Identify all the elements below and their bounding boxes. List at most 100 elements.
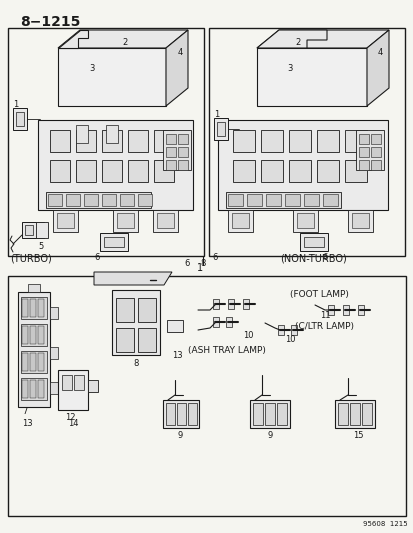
Bar: [21, 324, 47, 346]
Bar: [116, 298, 134, 322]
Bar: [166, 134, 176, 144]
Bar: [177, 403, 185, 425]
Bar: [256, 48, 366, 106]
Bar: [84, 194, 98, 206]
Text: 1: 1: [197, 263, 202, 273]
Text: 8: 8: [200, 259, 205, 268]
Text: (TURBO): (TURBO): [10, 253, 52, 263]
Text: 6: 6: [212, 253, 217, 262]
Polygon shape: [256, 30, 388, 48]
Bar: [22, 222, 44, 238]
Bar: [13, 108, 27, 130]
Polygon shape: [256, 30, 326, 48]
Text: 4: 4: [178, 47, 183, 56]
Bar: [48, 194, 62, 206]
Bar: [106, 125, 118, 143]
Bar: [50, 382, 58, 394]
Bar: [260, 160, 282, 182]
Text: 5: 5: [38, 241, 43, 251]
Bar: [100, 233, 128, 251]
Bar: [288, 160, 310, 182]
Bar: [50, 347, 58, 359]
Bar: [303, 194, 318, 206]
Bar: [76, 125, 88, 143]
Bar: [66, 194, 80, 206]
Bar: [58, 48, 166, 106]
Bar: [163, 130, 190, 170]
Bar: [8, 28, 204, 256]
Bar: [38, 120, 192, 210]
Bar: [276, 403, 286, 425]
Text: (FOOT LAMP): (FOOT LAMP): [289, 289, 348, 298]
Bar: [322, 194, 337, 206]
Bar: [337, 403, 347, 425]
Bar: [344, 160, 366, 182]
Bar: [38, 326, 44, 344]
Bar: [358, 134, 368, 144]
Bar: [242, 299, 248, 309]
Bar: [138, 328, 156, 352]
Bar: [225, 317, 231, 327]
Bar: [303, 237, 323, 247]
Bar: [50, 160, 70, 182]
Text: 10: 10: [284, 335, 294, 344]
Bar: [249, 400, 289, 428]
Bar: [62, 375, 72, 390]
Bar: [30, 326, 36, 344]
Bar: [74, 375, 84, 390]
Bar: [370, 134, 380, 144]
Text: 14: 14: [68, 418, 78, 427]
Bar: [334, 400, 374, 428]
Text: (NON-TURBO): (NON-TURBO): [279, 253, 346, 263]
Polygon shape: [58, 30, 88, 48]
Text: 13: 13: [171, 351, 182, 359]
Bar: [370, 147, 380, 157]
Bar: [25, 225, 33, 235]
Bar: [166, 320, 183, 332]
Bar: [233, 130, 254, 152]
Bar: [260, 130, 282, 152]
Text: 6: 6: [184, 259, 189, 268]
Bar: [288, 130, 310, 152]
Bar: [361, 403, 371, 425]
Bar: [157, 213, 173, 228]
Bar: [178, 147, 188, 157]
Text: 9: 9: [267, 431, 272, 440]
Bar: [128, 130, 147, 152]
Bar: [50, 130, 70, 152]
Bar: [327, 305, 333, 315]
Text: 7: 7: [22, 408, 27, 416]
Bar: [153, 210, 178, 232]
Bar: [166, 160, 176, 170]
Bar: [102, 160, 122, 182]
Bar: [228, 194, 242, 206]
Bar: [166, 147, 176, 157]
Bar: [22, 326, 28, 344]
Polygon shape: [366, 30, 388, 106]
Text: 11: 11: [319, 311, 330, 320]
Text: 10: 10: [242, 330, 253, 340]
Bar: [138, 194, 152, 206]
Bar: [166, 403, 175, 425]
Bar: [8, 276, 405, 516]
Bar: [50, 307, 58, 319]
Bar: [266, 194, 280, 206]
Bar: [138, 298, 156, 322]
Bar: [154, 160, 173, 182]
Bar: [347, 210, 372, 232]
Bar: [358, 147, 368, 157]
Text: 6: 6: [94, 253, 100, 262]
Polygon shape: [166, 30, 188, 106]
Text: (ASH TRAY LAMP): (ASH TRAY LAMP): [188, 345, 265, 354]
Text: 1: 1: [13, 100, 19, 109]
Text: 15: 15: [352, 431, 362, 440]
Bar: [117, 213, 134, 228]
Bar: [252, 403, 262, 425]
Bar: [38, 353, 44, 371]
Bar: [212, 299, 218, 309]
Bar: [22, 299, 28, 317]
Bar: [351, 213, 368, 228]
Bar: [233, 160, 254, 182]
Bar: [370, 160, 380, 170]
Bar: [120, 194, 134, 206]
